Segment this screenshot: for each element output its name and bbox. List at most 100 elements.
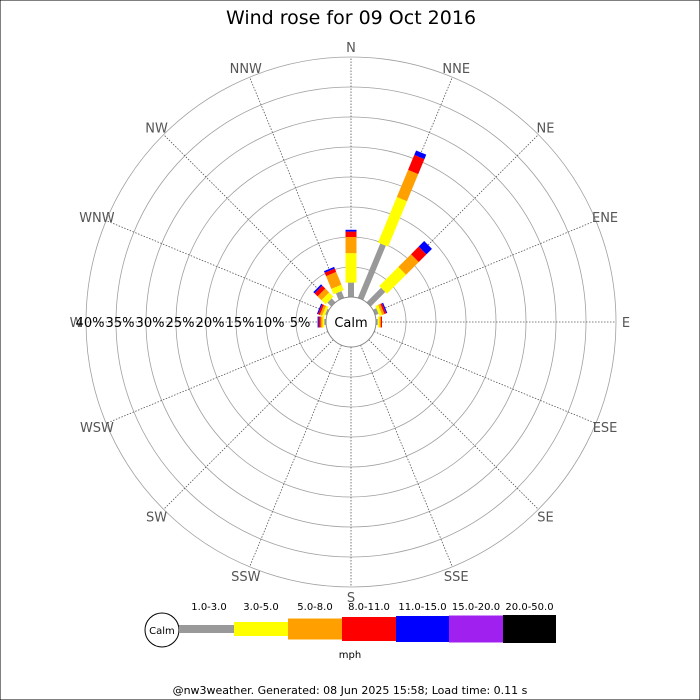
petal-nne-bin-3 [396,169,419,202]
petal-e-bin-4 [380,316,382,328]
petal-ene-bin-4 [380,303,387,315]
legend-calm-label: Calm [149,626,175,637]
petal-n-bin-2 [345,253,357,283]
petal-ene-bin-5 [381,302,388,314]
petal-nne-bin-1 [357,243,386,301]
legend-label-2: 3.0-5.0 [243,602,278,613]
petal-wnw [316,303,330,317]
legend-swatch-6 [449,615,503,643]
direction-label-sw: SW [146,510,167,525]
petal-ne-bin-3 [398,254,419,275]
direction-labels-group: N NNE NE ENE E ESE SE SSE S SSW SW WSW W WNW NW NNW [70,41,631,606]
ring-label-3: 15% [226,316,255,331]
direction-label-sse: SSE [444,570,469,585]
petal-wnw-bin-4 [318,304,324,315]
direction-label-e: E [622,316,630,331]
ring-label-2: 10% [256,316,285,331]
petal-ne [366,241,432,307]
legend-label-4: 8.0-11.0 [348,602,390,613]
petal-ene-bin-2 [375,304,383,317]
legend-swatch-1 [179,625,234,633]
ring-label-7: 35% [106,316,135,331]
spoke-wsw [106,331,329,424]
petal-w-bin-5 [317,316,319,328]
footer-text: @nw3weather. Generated: 08 Jun 2025 15:5… [173,684,528,697]
ring-labels-group: 5% 10%15%20%25%30%35%40% [76,316,311,331]
ring-label-4: 20% [196,316,225,331]
spoke-ssw [249,344,342,567]
spoke-wnw [106,220,329,313]
petal-nnw-bin-2 [331,284,344,295]
legend-label-5: 11.0-15.0 [398,602,446,613]
petal-nnw-bin-4 [324,268,337,277]
calm-circle [325,296,377,348]
petal-ene-bin-1 [372,308,379,316]
legend-swatch-3 [288,618,342,640]
direction-label-ne: NE [536,122,554,137]
petal-nne-bin-5 [414,150,427,160]
direction-label-nnw: NNW [230,62,262,77]
ring-label-1: 5% [290,316,311,331]
spoke-nnw [249,77,342,300]
petal-nnw-bin-3 [326,271,342,289]
petal-ene-bin-3 [378,303,385,315]
petal-w-bin-4 [318,316,321,328]
petal-n-bin-4 [345,231,357,237]
petal-n-bin-3 [345,237,357,254]
petal-wnw-bin-5 [316,303,323,315]
petal-nw-bin-4 [314,285,326,297]
direction-label-ese: ESE [593,421,618,436]
petal-ne-bin-5 [418,241,432,255]
direction-label-n: N [346,41,356,56]
petal-n [345,229,357,297]
petal-wnw-bin-1 [325,308,330,316]
spoke-sse [360,344,453,567]
legend-units: mph [339,650,361,661]
ring-label-5: 25% [166,316,195,331]
direction-label-se: SE [537,510,553,525]
petal-nw-bin-1 [327,298,336,307]
petal-n-bin-1 [348,282,354,297]
petal-e-bin-3 [379,316,381,328]
petal-nnw [323,266,345,301]
spoke-ene [373,220,596,313]
legend-label-6: 15.0-20.0 [452,602,500,613]
spoke-se [368,339,539,510]
petal-nnw-bin-5 [323,266,335,273]
petal-wnw-bin-3 [319,304,327,316]
petal-nne [357,150,427,301]
petal-nw-bin-3 [317,288,330,301]
direction-label-nw: NW [145,122,168,137]
petal-e-bin-2 [377,316,380,328]
petal-nnw-bin-1 [335,291,345,301]
legend-swatch-7 [503,615,556,643]
petal-nw-bin-5 [313,284,323,294]
ring-label-6: 30% [136,316,165,331]
petal-nw-bin-2 [321,292,334,305]
chart-title: Wind rose for 09 Oct 2016 [226,7,476,29]
petal-ne-bin-2 [379,266,407,294]
ring-8 [85,56,617,588]
petal-nne-bin-4 [408,154,425,175]
legend-swatch-2 [234,622,288,636]
petal-w [317,316,327,328]
spoke-ese [373,331,596,424]
ring-label-8: 40% [76,316,105,331]
direction-label-ene: ENE [592,211,618,226]
legend-swatch-5 [396,616,449,642]
direction-label-wsw: WSW [80,421,114,436]
spoke-sw [163,339,334,510]
calm-label: Calm [334,316,367,331]
legend-swatch-4 [342,617,396,641]
direction-label-nne: NNE [442,62,470,77]
direction-label-wnw: WNW [79,211,115,226]
spoke-nw [163,134,334,305]
direction-label-ssw: SSW [231,570,261,585]
petal-ne-bin-4 [411,246,427,262]
legend-label-7: 20.0-50.0 [505,602,553,613]
petal-nne-bin-2 [377,197,407,247]
legend: Calm 1.0-3.0 3.0-5.0 5.0-8.0 8.0-11.0 11.0-15… [144,602,556,661]
direction-label-s: S [347,591,355,606]
petal-w-bin-3 [320,316,323,328]
